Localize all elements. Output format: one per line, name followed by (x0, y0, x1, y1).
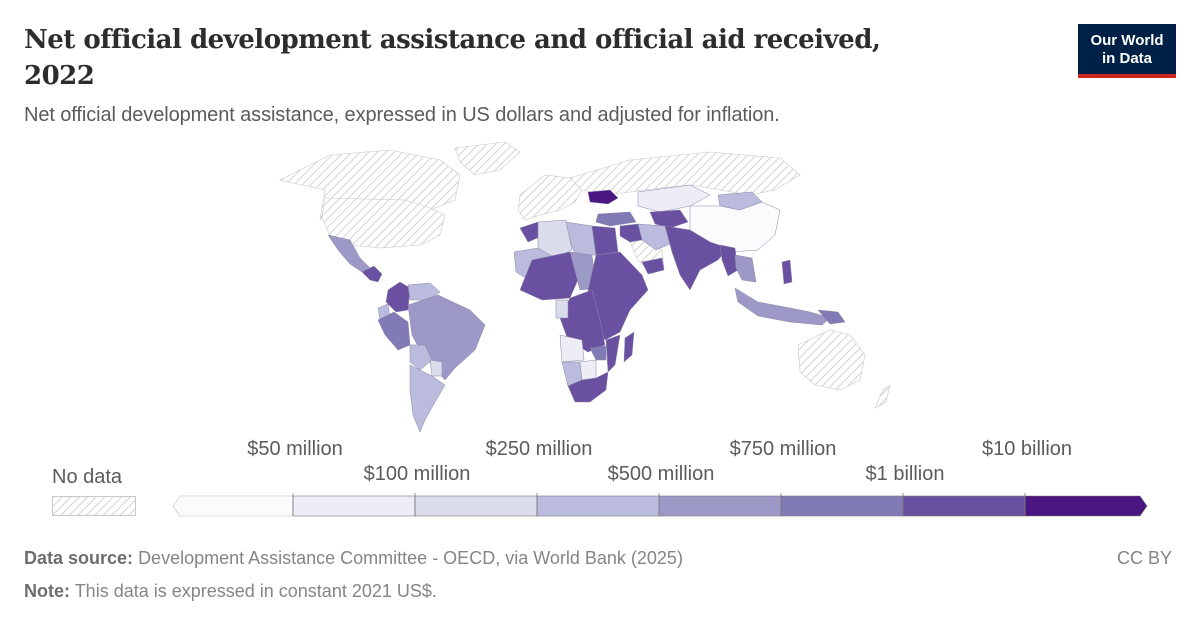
legend-tick-50m: $50 million (247, 438, 343, 460)
legend-tick-10b: $10 billion (981, 438, 1073, 460)
no-data-swatch (52, 496, 136, 516)
legend-tick-750m: $750 million (729, 438, 837, 460)
chart-title-year: 2022 (24, 61, 95, 91)
chart-title-line1: Net official development assistance and … (24, 25, 881, 55)
data-regions (327, 184, 846, 433)
logo-line1: Our World (1090, 32, 1164, 49)
legend-tick-500m: $500 million (607, 463, 715, 485)
note-line: Note: This data is expressed in constant… (24, 581, 437, 602)
license-link[interactable]: CC BY (1116, 548, 1172, 568)
data-source-line: Data source: Development Assistance Comm… (24, 548, 683, 569)
color-scale-bar (172, 493, 1148, 517)
data-source-label: Data source: (24, 548, 134, 568)
data-source-text: Development Assistance Committee - OECD,… (138, 548, 683, 568)
no-data-label: No data (52, 466, 123, 488)
note-label: Note: (24, 581, 70, 601)
color-legend: No data $50 million $100 million $250 mi… (0, 430, 1200, 525)
chart-title: Net official development assistance and … (24, 22, 1024, 94)
legend-tick-100m: $100 million (363, 463, 471, 485)
chart-subtitle: Net official development assistance, exp… (24, 104, 780, 126)
legend-tick-1b: $1 billion (865, 463, 945, 485)
world-map[interactable] (270, 140, 910, 440)
note-text: This data is expressed in constant 2021 … (74, 581, 437, 601)
legend-tick-250m: $250 million (485, 438, 593, 460)
owid-logo[interactable]: Our World in Data (1078, 24, 1176, 78)
logo-line2: in Data (1101, 50, 1152, 67)
